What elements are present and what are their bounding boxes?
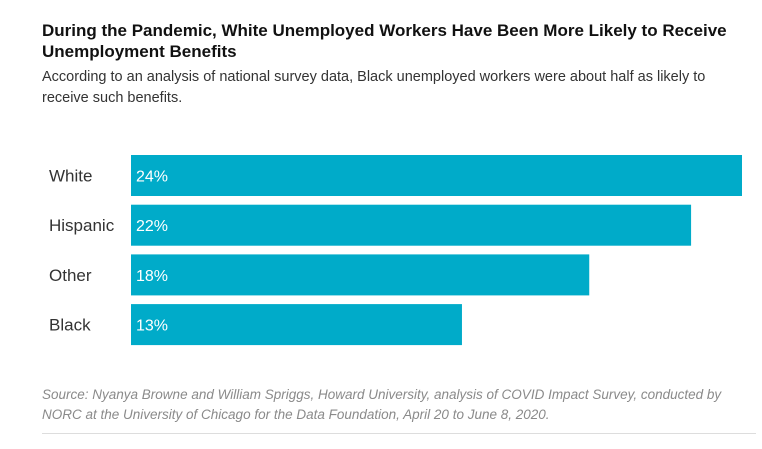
source-note: Source: Nyanya Browne and William Sprigg… <box>42 387 722 422</box>
data-label: 24% <box>136 169 168 186</box>
divider <box>42 433 756 434</box>
category-label: Hispanic <box>49 216 115 235</box>
bar-hispanic <box>131 204 692 246</box>
chart-subtitle: According to an analysis of national sur… <box>42 69 706 106</box>
data-label: 13% <box>136 318 168 335</box>
category-label: Black <box>49 316 91 335</box>
data-label: 18% <box>136 268 168 285</box>
chart-title: During the Pandemic, White Unemployed Wo… <box>42 21 727 61</box>
bar-other <box>131 254 590 296</box>
data-label: 22% <box>136 218 168 235</box>
bar-white <box>131 155 742 196</box>
category-label: Other <box>49 266 92 285</box>
bar-black <box>131 304 462 346</box>
category-label: White <box>49 167 92 186</box>
